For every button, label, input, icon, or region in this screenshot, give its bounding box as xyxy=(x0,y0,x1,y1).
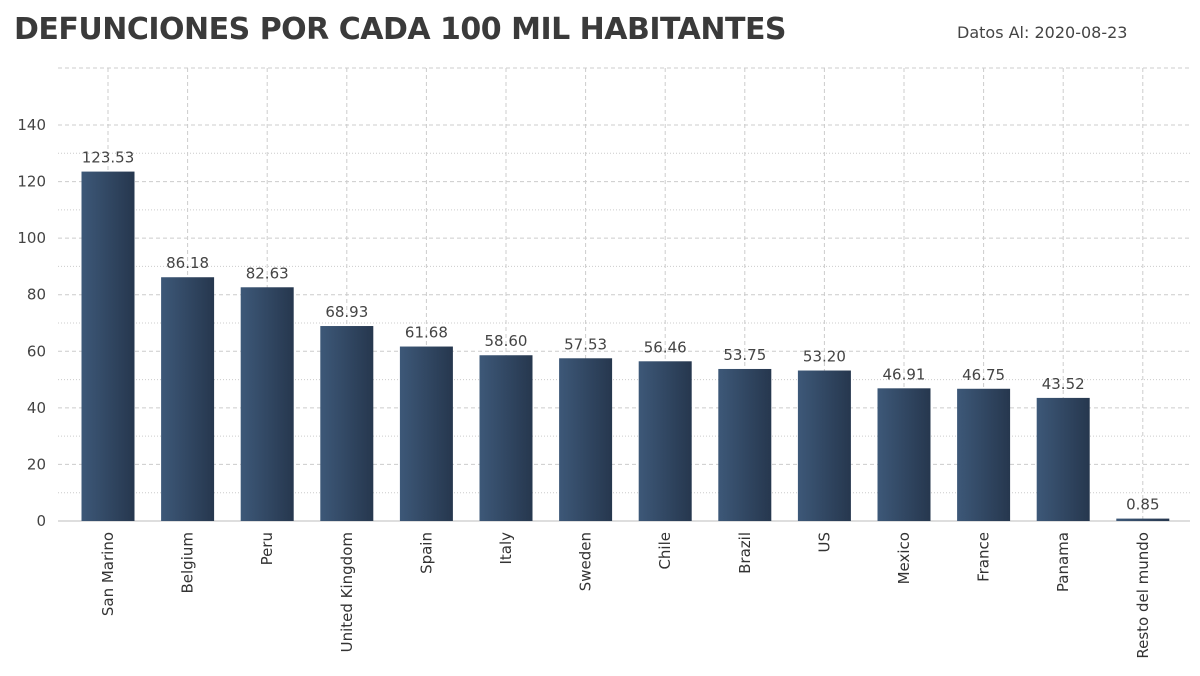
bar xyxy=(957,388,1011,521)
bar xyxy=(638,361,692,521)
x-tick-label: Belgium xyxy=(179,532,197,594)
x-tick-label: Brazil xyxy=(736,532,754,574)
x-tick-label: United Kingdom xyxy=(338,532,356,652)
data-label: 53.20 xyxy=(803,348,846,366)
y-axis-ticks: 0 20 40 60 80 100 120 140 xyxy=(17,116,46,530)
x-tick-label: Spain xyxy=(417,532,435,574)
y-tick-label: 0 xyxy=(36,512,46,530)
chart-title: DEFUNCIONES POR CADA 100 MIL HABITANTES xyxy=(14,12,787,47)
date-label: Datos Al: xyxy=(957,23,1030,42)
x-tick-label: US xyxy=(815,532,833,553)
bar xyxy=(81,171,135,521)
x-tick-label: Chile xyxy=(656,532,674,570)
data-label: 56.46 xyxy=(644,338,687,356)
bar xyxy=(877,388,931,521)
x-tick-label: Italy xyxy=(497,532,515,565)
data-label: 68.93 xyxy=(325,303,368,321)
y-tick-label: 140 xyxy=(17,116,46,134)
grid-layer xyxy=(58,67,1190,522)
y-tick-label: 100 xyxy=(17,229,46,247)
x-tick-label: Sweden xyxy=(577,532,595,591)
data-label: 61.68 xyxy=(405,324,448,342)
data-label: 46.91 xyxy=(883,365,926,383)
data-label: 53.75 xyxy=(723,346,766,364)
x-tick-label: Panama xyxy=(1054,532,1072,592)
data-label: 82.63 xyxy=(246,264,289,282)
date-info: Datos Al: 2020-08-23 xyxy=(957,23,1127,42)
x-tick-label: Resto del mundo xyxy=(1134,532,1152,659)
data-label: 43.52 xyxy=(1042,375,1085,393)
data-label: 57.53 xyxy=(564,335,607,353)
bar xyxy=(797,370,851,521)
y-tick-label: 60 xyxy=(27,342,46,360)
date-value: 2020-08-23 xyxy=(1034,23,1128,42)
bar xyxy=(1036,397,1090,521)
bar xyxy=(1116,518,1170,521)
data-label: 86.18 xyxy=(166,254,209,272)
y-tick-label: 20 xyxy=(27,455,46,473)
data-label: 123.53 xyxy=(82,149,135,167)
y-tick-label: 120 xyxy=(17,173,46,191)
x-tick-label: Mexico xyxy=(895,532,913,584)
bar xyxy=(559,358,613,521)
bars xyxy=(81,171,1170,521)
x-tick-label: Peru xyxy=(258,532,276,565)
data-label: 0.85 xyxy=(1126,496,1159,514)
x-tick-label: France xyxy=(975,532,993,582)
bar xyxy=(718,368,772,521)
bar xyxy=(320,326,374,521)
bar xyxy=(479,355,533,521)
bar xyxy=(399,346,453,521)
category-labels: San Marino Belgium Peru United Kingdom Spain… xyxy=(99,532,1152,659)
value-labels: 123.53 86.18 82.63 68.93 61.68 58.60 57.53 56.4… xyxy=(82,149,1160,514)
data-label: 46.75 xyxy=(962,366,1005,384)
bar xyxy=(161,277,215,521)
x-tick-label: San Marino xyxy=(99,532,117,616)
bar xyxy=(240,287,294,521)
y-tick-label: 40 xyxy=(27,399,46,417)
y-tick-label: 80 xyxy=(27,286,46,304)
data-label: 58.60 xyxy=(485,332,528,350)
